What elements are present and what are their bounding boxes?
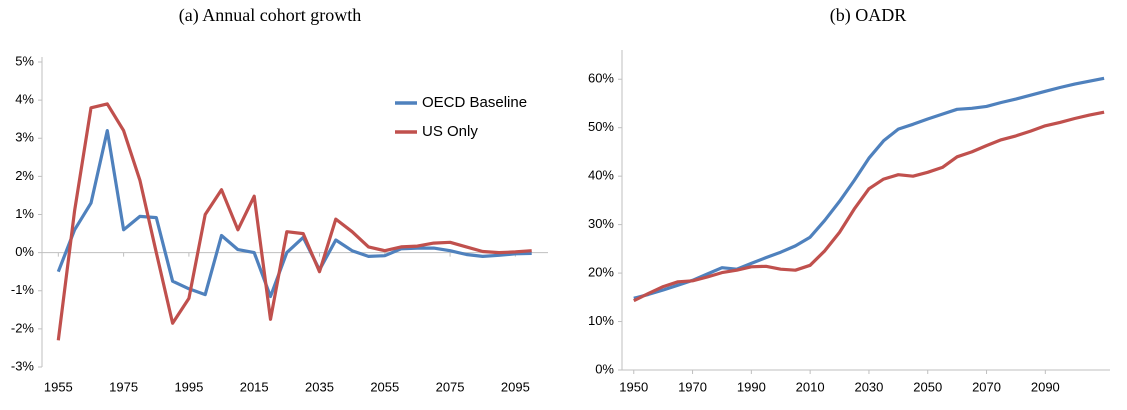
y-tick-label: 10% bbox=[588, 313, 614, 328]
legend-label: OECD Baseline bbox=[422, 94, 527, 111]
series-line bbox=[56, 102, 532, 341]
x-tick-label: 2070 bbox=[972, 379, 1001, 394]
y-tick-label: 50% bbox=[588, 119, 614, 134]
chart: (b) OADR 0% 10% 20% 30% 40% 50% 60% 1950 1970 1990… bbox=[588, 5, 1110, 394]
x-tick-label: 1975 bbox=[109, 379, 138, 394]
chart-title: (a) Annual cohort growth bbox=[179, 5, 361, 26]
x-tick-label: 2090 bbox=[1031, 379, 1060, 394]
x-tick-label: 1995 bbox=[174, 379, 203, 394]
y-tick-label: -3% bbox=[11, 358, 35, 373]
x-tick-label: 2050 bbox=[913, 379, 942, 394]
x-tick-label: 1990 bbox=[737, 379, 766, 394]
series-line bbox=[633, 76, 1105, 300]
chart-title: (b) OADR bbox=[830, 5, 907, 26]
series-line bbox=[633, 110, 1105, 303]
y-tick-label: 1% bbox=[15, 206, 34, 221]
y-tick-label: 0% bbox=[595, 361, 614, 376]
x-tick-label: 1950 bbox=[619, 379, 648, 394]
x-tick-label: 2035 bbox=[305, 379, 334, 394]
x-tick-label: 1955 bbox=[44, 379, 73, 394]
x-tick-label: 2030 bbox=[854, 379, 883, 394]
x-tick-label: 2075 bbox=[436, 379, 465, 394]
x-tick-label: 2015 bbox=[240, 379, 269, 394]
x-tick-label: 1970 bbox=[678, 379, 707, 394]
y-tick-label: -2% bbox=[11, 320, 35, 335]
y-tick-label: 20% bbox=[588, 265, 614, 280]
y-tick-label: 2% bbox=[15, 168, 34, 183]
y-tick-label: 4% bbox=[15, 92, 34, 107]
y-tick-label: -1% bbox=[11, 282, 35, 297]
x-tick-label: 2010 bbox=[796, 379, 825, 394]
series-line bbox=[56, 129, 532, 299]
y-tick-label: 30% bbox=[588, 216, 614, 231]
x-tick-label: 2055 bbox=[370, 379, 399, 394]
y-tick-label: 5% bbox=[15, 53, 34, 68]
chart: (a) Annual cohort growth -3% -2% -1% 0% 1% 2% 3… bbox=[11, 5, 548, 394]
x-tick-label: 2095 bbox=[501, 379, 530, 394]
y-tick-label: 40% bbox=[588, 168, 614, 183]
y-tick-label: 0% bbox=[15, 244, 34, 259]
legend-label: US Only bbox=[422, 123, 478, 140]
y-tick-label: 3% bbox=[15, 130, 34, 145]
y-tick-label: 60% bbox=[588, 71, 614, 86]
